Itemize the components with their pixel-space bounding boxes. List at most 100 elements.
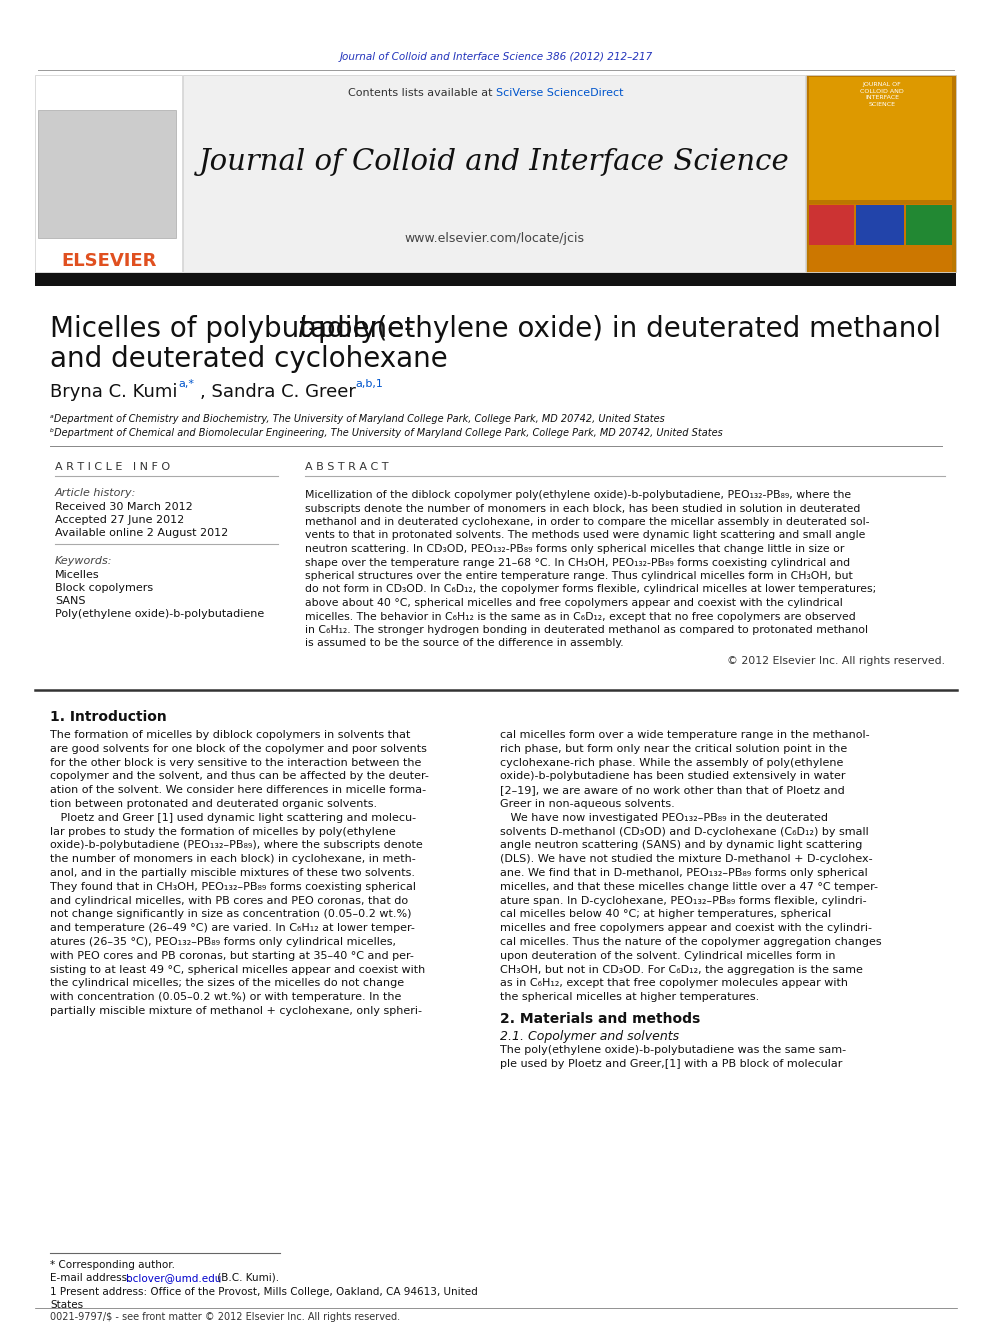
Text: Contents lists available at: Contents lists available at bbox=[348, 89, 496, 98]
Text: Micelles of polybutadiene-: Micelles of polybutadiene- bbox=[50, 315, 414, 343]
Text: partially miscible mixture of methanol + cyclohexane, only spheri-: partially miscible mixture of methanol +… bbox=[50, 1005, 422, 1016]
Text: bclover@umd.edu: bclover@umd.edu bbox=[126, 1273, 221, 1283]
Text: Available online 2 August 2012: Available online 2 August 2012 bbox=[55, 528, 228, 538]
Text: ᵇDepartment of Chemical and Biomolecular Engineering, The University of Maryland: ᵇDepartment of Chemical and Biomolecular… bbox=[50, 429, 723, 438]
Text: Micelles: Micelles bbox=[55, 570, 99, 579]
FancyBboxPatch shape bbox=[183, 75, 805, 273]
Text: b: b bbox=[298, 315, 315, 343]
Text: The poly(ethylene oxide)-b-polybutadiene was the same sam-: The poly(ethylene oxide)-b-polybutadiene… bbox=[500, 1045, 846, 1054]
Text: methanol and in deuterated cyclohexane, in order to compare the micellar assembl: methanol and in deuterated cyclohexane, … bbox=[305, 517, 870, 527]
FancyBboxPatch shape bbox=[809, 205, 854, 245]
Text: States: States bbox=[50, 1301, 83, 1310]
Text: lar probes to study the formation of micelles by poly(ethylene: lar probes to study the formation of mic… bbox=[50, 827, 396, 836]
Text: A R T I C L E   I N F O: A R T I C L E I N F O bbox=[55, 462, 170, 472]
Text: solvents D-methanol (CD₃OD) and D-cyclohexane (C₆D₁₂) by small: solvents D-methanol (CD₃OD) and D-cycloh… bbox=[500, 827, 869, 836]
Text: Keywords:: Keywords: bbox=[55, 556, 112, 566]
Text: ane. We find that in D-methanol, PEO₁₃₂–PB₈₉ forms only spherical: ane. We find that in D-methanol, PEO₁₃₂–… bbox=[500, 868, 868, 878]
Text: Bryna C. Kumi: Bryna C. Kumi bbox=[50, 382, 178, 401]
Text: Journal of Colloid and Interface Science 386 (2012) 212–217: Journal of Colloid and Interface Science… bbox=[339, 52, 653, 62]
Text: the cylindrical micelles; the sizes of the micelles do not change: the cylindrical micelles; the sizes of t… bbox=[50, 979, 404, 988]
FancyBboxPatch shape bbox=[38, 110, 176, 238]
Text: angle neutron scattering (SANS) and by dynamic light scattering: angle neutron scattering (SANS) and by d… bbox=[500, 840, 862, 851]
Text: cal micelles form over a wide temperature range in the methanol-: cal micelles form over a wide temperatur… bbox=[500, 730, 870, 740]
Text: [2–19], we are aware of no work other than that of Ploetz and: [2–19], we are aware of no work other th… bbox=[500, 785, 845, 795]
Text: A B S T R A C T: A B S T R A C T bbox=[305, 462, 389, 472]
Text: atures (26–35 °C), PEO₁₃₂–PB₈₉ forms only cylindrical micelles,: atures (26–35 °C), PEO₁₃₂–PB₈₉ forms onl… bbox=[50, 937, 396, 947]
Text: oxide)-b-polybutadiene has been studied extensively in water: oxide)-b-polybutadiene has been studied … bbox=[500, 771, 845, 782]
Text: Accepted 27 June 2012: Accepted 27 June 2012 bbox=[55, 515, 185, 525]
Text: cal micelles. Thus the nature of the copolymer aggregation changes: cal micelles. Thus the nature of the cop… bbox=[500, 937, 882, 947]
Text: Ploetz and Greer [1] used dynamic light scattering and molecu-: Ploetz and Greer [1] used dynamic light … bbox=[50, 812, 416, 823]
Text: as in C₆H₁₂, except that free copolymer molecules appear with: as in C₆H₁₂, except that free copolymer … bbox=[500, 979, 848, 988]
FancyBboxPatch shape bbox=[809, 204, 952, 273]
Text: cal micelles below 40 °C; at higher temperatures, spherical: cal micelles below 40 °C; at higher temp… bbox=[500, 909, 831, 919]
Text: ple used by Ploetz and Greer,[1] with a PB block of molecular: ple used by Ploetz and Greer,[1] with a … bbox=[500, 1058, 842, 1069]
Text: The formation of micelles by diblock copolymers in solvents that: The formation of micelles by diblock cop… bbox=[50, 730, 411, 740]
Text: Received 30 March 2012: Received 30 March 2012 bbox=[55, 501, 192, 512]
Text: ation of the solvent. We consider here differences in micelle forma-: ation of the solvent. We consider here d… bbox=[50, 785, 427, 795]
Text: spherical structures over the entire temperature range. Thus cylindrical micelle: spherical structures over the entire tem… bbox=[305, 572, 853, 581]
Text: not change significantly in size as concentration (0.05–0.2 wt.%): not change significantly in size as conc… bbox=[50, 909, 412, 919]
FancyBboxPatch shape bbox=[809, 77, 952, 200]
Text: CH₃OH, but not in CD₃OD. For C₆D₁₂, the aggregation is the same: CH₃OH, but not in CD₃OD. For C₆D₁₂, the … bbox=[500, 964, 863, 975]
Text: the number of monomers in each block) in cyclohexane, in meth-: the number of monomers in each block) in… bbox=[50, 855, 416, 864]
FancyBboxPatch shape bbox=[806, 75, 956, 273]
Text: a,b,1: a,b,1 bbox=[355, 378, 383, 389]
Text: and temperature (26–49 °C) are varied. In C₆H₁₂ at lower temper-: and temperature (26–49 °C) are varied. I… bbox=[50, 923, 415, 933]
Text: cyclohexane-rich phase. While the assembly of poly(ethylene: cyclohexane-rich phase. While the assemb… bbox=[500, 758, 843, 767]
Text: upon deuteration of the solvent. Cylindrical micelles form in: upon deuteration of the solvent. Cylindr… bbox=[500, 951, 835, 960]
Text: 1 Present address: Office of the Provost, Mills College, Oakland, CA 94613, Unit: 1 Present address: Office of the Provost… bbox=[50, 1287, 478, 1297]
Text: www.elsevier.com/locate/jcis: www.elsevier.com/locate/jcis bbox=[404, 232, 584, 245]
Text: E-mail address:: E-mail address: bbox=[50, 1273, 134, 1283]
Text: Poly(ethylene oxide)-b-polybutadiene: Poly(ethylene oxide)-b-polybutadiene bbox=[55, 609, 264, 619]
Text: 0021-9797/$ - see front matter © 2012 Elsevier Inc. All rights reserved.: 0021-9797/$ - see front matter © 2012 El… bbox=[50, 1312, 400, 1322]
Text: are good solvents for one block of the copolymer and poor solvents: are good solvents for one block of the c… bbox=[50, 744, 427, 754]
Text: with PEO cores and PB coronas, but starting at 35–40 °C and per-: with PEO cores and PB coronas, but start… bbox=[50, 951, 414, 960]
Text: We have now investigated PEO₁₃₂–PB₈₉ in the deuterated: We have now investigated PEO₁₃₂–PB₈₉ in … bbox=[500, 812, 828, 823]
Text: micelles and free copolymers appear and coexist with the cylindri-: micelles and free copolymers appear and … bbox=[500, 923, 872, 933]
Text: Journal of Colloid and Interface Science: Journal of Colloid and Interface Science bbox=[198, 148, 790, 176]
Text: above about 40 °C, spherical micelles and free copolymers appear and coexist wit: above about 40 °C, spherical micelles an… bbox=[305, 598, 843, 609]
Text: , Sandra C. Greer: , Sandra C. Greer bbox=[200, 382, 356, 401]
Text: (DLS). We have not studied the mixture D-methanol + D-cyclohex-: (DLS). We have not studied the mixture D… bbox=[500, 855, 873, 864]
FancyBboxPatch shape bbox=[856, 205, 904, 245]
Text: JOURNAL OF
COLLOID AND
INTERFACE
SCIENCE: JOURNAL OF COLLOID AND INTERFACE SCIENCE bbox=[860, 82, 904, 107]
Text: rich phase, but form only near the critical solution point in the: rich phase, but form only near the criti… bbox=[500, 744, 847, 754]
Text: for the other block is very sensitive to the interaction between the: for the other block is very sensitive to… bbox=[50, 758, 422, 767]
Text: micelles. The behavior in C₆H₁₂ is the same as in C₆D₁₂, except that no free cop: micelles. The behavior in C₆H₁₂ is the s… bbox=[305, 611, 856, 622]
Text: the spherical micelles at higher temperatures.: the spherical micelles at higher tempera… bbox=[500, 992, 759, 1003]
Text: Article history:: Article history: bbox=[55, 488, 136, 497]
Text: ᵃDepartment of Chemistry and Biochemistry, The University of Maryland College Pa: ᵃDepartment of Chemistry and Biochemistr… bbox=[50, 414, 665, 423]
FancyBboxPatch shape bbox=[906, 205, 952, 245]
Text: tion between protonated and deuterated organic solvents.: tion between protonated and deuterated o… bbox=[50, 799, 377, 808]
FancyBboxPatch shape bbox=[35, 75, 182, 273]
Text: They found that in CH₃OH, PEO₁₃₂–PB₈₉ forms coexisting spherical: They found that in CH₃OH, PEO₁₃₂–PB₈₉ fo… bbox=[50, 882, 416, 892]
FancyBboxPatch shape bbox=[35, 273, 956, 286]
Text: sisting to at least 49 °C, spherical micelles appear and coexist with: sisting to at least 49 °C, spherical mic… bbox=[50, 964, 426, 975]
Text: oxide)-b-polybutadiene (PEO₁₃₂–PB₈₉), where the subscripts denote: oxide)-b-polybutadiene (PEO₁₃₂–PB₈₉), wh… bbox=[50, 840, 423, 851]
Text: with concentration (0.05–0.2 wt.%) or with temperature. In the: with concentration (0.05–0.2 wt.%) or wi… bbox=[50, 992, 402, 1003]
Text: Micellization of the diblock copolymer poly(ethylene oxide)-b-polybutadiene, PEO: Micellization of the diblock copolymer p… bbox=[305, 490, 851, 500]
Text: 1. Introduction: 1. Introduction bbox=[50, 710, 167, 724]
Text: (B.C. Kumi).: (B.C. Kumi). bbox=[214, 1273, 279, 1283]
Text: ature span. In D-cyclohexane, PEO₁₃₂–PB₈₉ forms flexible, cylindri-: ature span. In D-cyclohexane, PEO₁₃₂–PB₈… bbox=[500, 896, 867, 906]
Text: copolymer and the solvent, and thus can be affected by the deuter-: copolymer and the solvent, and thus can … bbox=[50, 771, 429, 782]
Text: * Corresponding author.: * Corresponding author. bbox=[50, 1259, 175, 1270]
Text: 2. Materials and methods: 2. Materials and methods bbox=[500, 1012, 700, 1027]
Text: SciVerse ScienceDirect: SciVerse ScienceDirect bbox=[496, 89, 624, 98]
Text: Greer in non-aqueous solvents.: Greer in non-aqueous solvents. bbox=[500, 799, 675, 808]
Text: do not form in CD₃OD. In C₆D₁₂, the copolymer forms flexible, cylindrical micell: do not form in CD₃OD. In C₆D₁₂, the copo… bbox=[305, 585, 876, 594]
Text: and cylindrical micelles, with PB cores and PEO coronas, that do: and cylindrical micelles, with PB cores … bbox=[50, 896, 408, 906]
Text: shape over the temperature range 21–68 °C. In CH₃OH, PEO₁₃₂-PB₈₉ forms coexistin: shape over the temperature range 21–68 °… bbox=[305, 557, 850, 568]
Text: SANS: SANS bbox=[55, 595, 85, 606]
Text: neutron scattering. In CD₃OD, PEO₁₃₂-PB₈₉ forms only spherical micelles that cha: neutron scattering. In CD₃OD, PEO₁₃₂-PB₈… bbox=[305, 544, 844, 554]
Text: vents to that in protonated solvents. The methods used were dynamic light scatte: vents to that in protonated solvents. Th… bbox=[305, 531, 865, 541]
Text: ELSEVIER: ELSEVIER bbox=[62, 251, 157, 270]
Text: anol, and in the partially miscible mixtures of these two solvents.: anol, and in the partially miscible mixt… bbox=[50, 868, 415, 878]
Text: is assumed to be the source of the difference in assembly.: is assumed to be the source of the diffe… bbox=[305, 639, 624, 648]
Text: in C₆H₁₂. The stronger hydrogen bonding in deuterated methanol as compared to pr: in C₆H₁₂. The stronger hydrogen bonding … bbox=[305, 624, 868, 635]
Text: and deuterated cyclohexane: and deuterated cyclohexane bbox=[50, 345, 447, 373]
Text: © 2012 Elsevier Inc. All rights reserved.: © 2012 Elsevier Inc. All rights reserved… bbox=[727, 656, 945, 665]
Text: micelles, and that these micelles change little over a 47 °C temper-: micelles, and that these micelles change… bbox=[500, 882, 878, 892]
Text: a,*: a,* bbox=[178, 378, 194, 389]
